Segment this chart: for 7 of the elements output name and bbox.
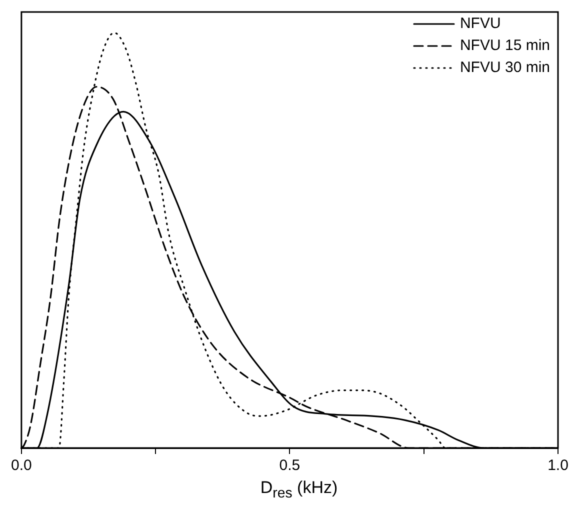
x-tick-label: 1.0	[548, 457, 568, 474]
x-tick-label: 0.5	[279, 457, 300, 474]
legend-label: NFVU 30 min	[460, 59, 550, 76]
x-axis-title: D$_{res}$ (kHz)	[259, 478, 339, 502]
legend-label: NFVU	[460, 15, 501, 32]
x-tick-label: 0.0	[10, 457, 32, 474]
legend-label: NFVU 15 min	[460, 37, 550, 54]
